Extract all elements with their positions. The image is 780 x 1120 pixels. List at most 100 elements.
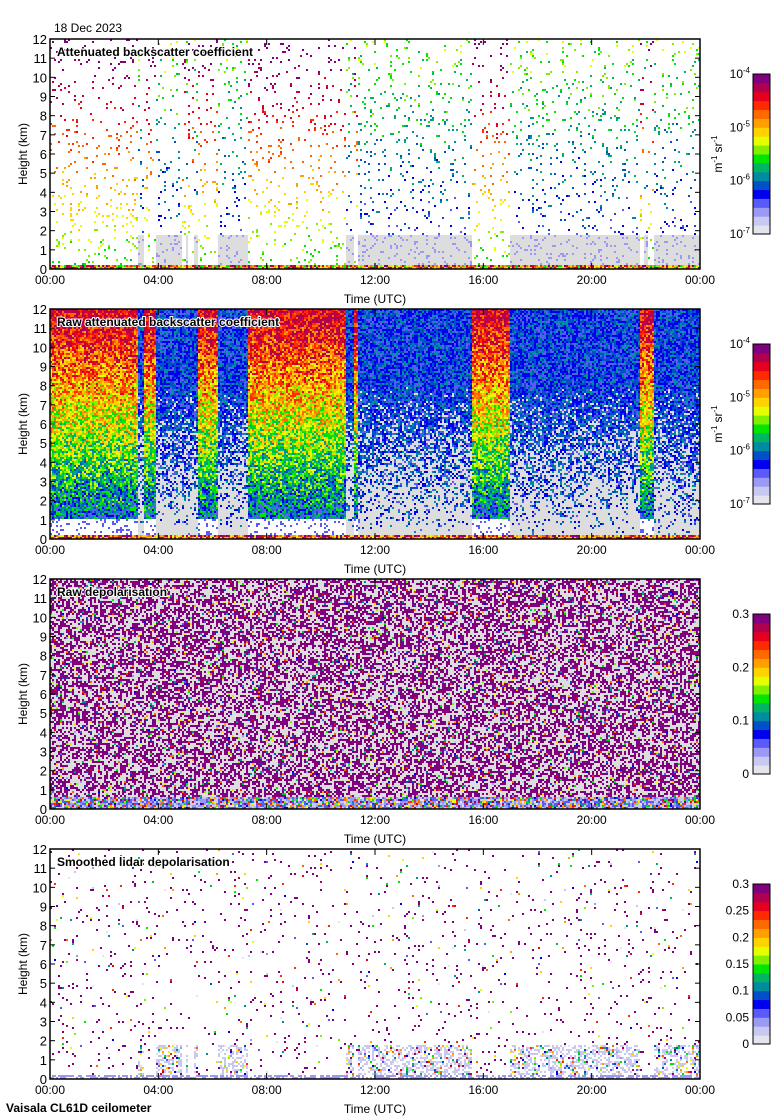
x-tick-label: 08:00 — [252, 813, 282, 827]
x-tick-label: 12:00 — [360, 543, 390, 557]
y-tick-label: 9 — [40, 360, 47, 375]
colorbar-segment — [753, 712, 770, 721]
colorbar-unit-label: m-1sr-1 — [710, 405, 725, 443]
colorbar-segment — [753, 973, 770, 982]
colorbar-segment — [753, 362, 770, 371]
colorbar-segment — [753, 92, 770, 101]
colorbar-tick-label: 0 — [742, 1037, 749, 1051]
colorbar-tick-label: 10 — [730, 337, 744, 351]
colorbar-segment — [753, 216, 770, 225]
colorbar-segment — [753, 118, 770, 127]
colorbar-segment — [753, 614, 770, 623]
x-tick-label: 00:00 — [685, 273, 715, 287]
colorbar-tick-exponent: -5 — [743, 119, 751, 128]
x-tick-label: 08:00 — [252, 273, 282, 287]
colorbar: 10-710-610-510 -4m-1sr-1 — [710, 336, 770, 511]
colorbar-segment — [753, 902, 770, 911]
colorbar-segment — [753, 1017, 770, 1026]
y-tick-label: 7 — [40, 668, 47, 683]
unit-base-sr: sr — [711, 143, 725, 153]
colorbar-segment — [753, 101, 770, 110]
y-tick-label: 2 — [40, 1034, 47, 1049]
colorbar-segment — [753, 163, 770, 172]
y-tick-label: 6 — [40, 687, 47, 702]
colorbar-tick-exponent: -7 — [743, 496, 751, 505]
colorbar-tick-exponent: -7 — [743, 226, 751, 235]
y-tick-label: 10 — [33, 880, 47, 895]
colorbar-segment — [753, 991, 770, 1000]
colorbar-segment — [753, 1035, 770, 1044]
heatmap-cells — [50, 309, 700, 539]
unit-base-sr: sr — [711, 413, 725, 423]
y-tick-label: 6 — [40, 957, 47, 972]
colorbar-segment — [753, 83, 770, 92]
colorbar-segment — [753, 495, 770, 504]
colorbar-segment — [753, 406, 770, 415]
y-axis-label: Height (km) — [16, 663, 30, 725]
colorbar-segment — [753, 955, 770, 964]
colorbar-segment — [753, 676, 770, 685]
x-tick-label: 16:00 — [468, 543, 498, 557]
y-tick-label: 7 — [40, 938, 47, 953]
x-tick-label: 20:00 — [577, 1083, 607, 1097]
x-tick-label: 20:00 — [577, 543, 607, 557]
x-tick-label: 04:00 — [143, 273, 173, 287]
colorbar-segment — [753, 964, 770, 973]
unit-exp-m: -1 — [710, 155, 719, 163]
colorbar-segment — [753, 641, 770, 650]
colorbar-segment — [753, 667, 770, 676]
chart-title: Attenuated backscatter coefficient — [57, 45, 253, 59]
colorbar-tick-exponent: -6 — [743, 173, 751, 182]
unit-exp-sr: -1 — [710, 405, 719, 413]
colorbar-tick-exponent: -4 — [743, 336, 751, 345]
colorbar-segment — [753, 1008, 770, 1017]
colorbar-segment — [753, 154, 770, 163]
colorbar-segment — [753, 703, 770, 712]
colorbar-segment — [753, 451, 770, 460]
colorbar-segment — [753, 658, 770, 667]
colorbar-tick-label: 0.1 — [732, 714, 749, 728]
colorbar-segment — [753, 468, 770, 477]
y-tick-label: 1 — [40, 783, 47, 798]
y-tick-label: 4 — [40, 995, 47, 1010]
chart-title: Raw depolarisation — [57, 585, 167, 599]
colorbar-segment — [753, 110, 770, 119]
colorbar-segment — [753, 207, 770, 216]
colorbar-segment — [753, 172, 770, 181]
colorbar-tick-label: 0.3 — [732, 877, 749, 891]
colorbar-segment — [753, 946, 770, 955]
colorbar-tick-label: 10 — [730, 174, 744, 188]
y-tick-label: 11 — [34, 591, 48, 606]
y-tick-label: 1 — [40, 243, 47, 258]
y-tick-label: 10 — [33, 340, 47, 355]
x-tick-label: 08:00 — [252, 543, 282, 557]
y-tick-label: 4 — [40, 725, 47, 740]
unit-base-m: m — [711, 163, 725, 173]
colorbar-segment — [753, 136, 770, 145]
y-tick-label: 8 — [40, 919, 47, 934]
y-tick-label: 7 — [40, 128, 47, 143]
colorbar-segment — [753, 623, 770, 632]
colorbar-tick-label: 0 — [742, 767, 749, 781]
x-tick-label: 04:00 — [143, 543, 173, 557]
colorbar-tick-label: 10 — [730, 67, 744, 81]
colorbar-tick-label: 10 — [730, 497, 744, 511]
instrument-label: Vaisala CL61D ceilometer — [6, 1101, 151, 1115]
colorbar-segment — [753, 371, 770, 380]
y-tick-label: 8 — [40, 649, 47, 664]
colorbar-tick-exponent: -5 — [743, 389, 751, 398]
colorbar-segment — [753, 181, 770, 190]
colorbar-segment — [753, 1000, 770, 1009]
colorbar-segment — [753, 145, 770, 154]
colorbar-segment — [753, 1026, 770, 1035]
unit-base-m: m — [711, 433, 725, 443]
colorbar-segment — [753, 721, 770, 730]
colorbar-segment — [753, 460, 770, 469]
y-tick-label: 1 — [40, 1053, 47, 1068]
y-tick-label: 6 — [40, 147, 47, 162]
y-tick-label: 11 — [34, 861, 48, 876]
